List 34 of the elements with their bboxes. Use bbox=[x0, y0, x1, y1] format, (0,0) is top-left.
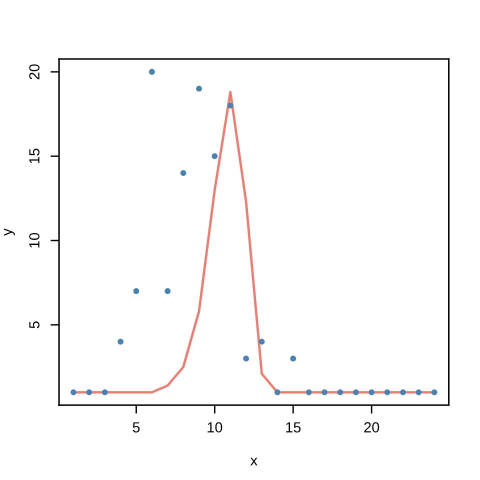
point bbox=[243, 356, 250, 362]
point bbox=[400, 389, 406, 396]
point bbox=[368, 389, 375, 396]
point bbox=[416, 389, 422, 396]
point bbox=[227, 102, 234, 109]
point bbox=[258, 338, 265, 345]
point bbox=[70, 389, 76, 396]
point bbox=[212, 153, 218, 160]
point bbox=[431, 389, 438, 396]
point bbox=[164, 288, 171, 294]
y-tick-label: 15 bbox=[29, 148, 40, 164]
y-axis-title: y bbox=[4, 228, 15, 236]
point bbox=[102, 389, 108, 396]
point bbox=[180, 170, 186, 176]
y-tick-label: 5 bbox=[29, 321, 40, 328]
point bbox=[290, 356, 296, 362]
point bbox=[118, 338, 124, 345]
point bbox=[352, 389, 359, 396]
point bbox=[322, 389, 328, 396]
point bbox=[306, 389, 312, 396]
x-tick-label: 15 bbox=[286, 422, 301, 432]
point bbox=[86, 389, 92, 396]
y-tick-label: 10 bbox=[29, 232, 40, 248]
point bbox=[337, 389, 344, 396]
point bbox=[133, 288, 140, 294]
y-tick-label: 20 bbox=[29, 64, 40, 80]
point bbox=[384, 389, 390, 396]
x-axis-title: x bbox=[250, 458, 258, 466]
x-tick-label: 20 bbox=[364, 422, 380, 432]
x-tick-label: 5 bbox=[132, 422, 140, 432]
point bbox=[148, 68, 155, 75]
x-tick-label: 10 bbox=[208, 422, 222, 432]
point bbox=[274, 389, 280, 396]
point bbox=[196, 86, 202, 92]
